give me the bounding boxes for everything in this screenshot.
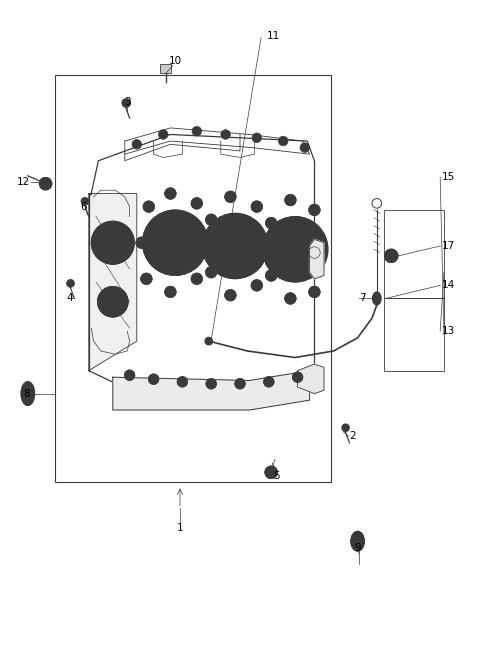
- Text: 9: 9: [354, 543, 361, 553]
- Circle shape: [285, 293, 296, 304]
- Circle shape: [225, 289, 236, 301]
- Circle shape: [165, 286, 176, 298]
- Text: 10: 10: [168, 56, 182, 66]
- Text: 12: 12: [16, 177, 30, 188]
- Text: 4: 4: [66, 293, 73, 304]
- Circle shape: [205, 266, 217, 278]
- Circle shape: [177, 377, 188, 387]
- Circle shape: [225, 191, 236, 203]
- Polygon shape: [298, 364, 324, 394]
- Circle shape: [192, 127, 202, 136]
- Bar: [160, 64, 171, 73]
- Circle shape: [141, 273, 152, 285]
- Circle shape: [309, 204, 320, 216]
- Text: 17: 17: [442, 241, 456, 251]
- Text: 7: 7: [359, 293, 366, 304]
- Circle shape: [292, 372, 303, 382]
- Polygon shape: [113, 371, 310, 410]
- Circle shape: [143, 201, 155, 213]
- Circle shape: [91, 221, 134, 264]
- Text: 6: 6: [81, 201, 87, 212]
- Circle shape: [148, 374, 159, 384]
- Circle shape: [67, 279, 74, 287]
- Circle shape: [158, 130, 168, 139]
- Circle shape: [203, 213, 268, 279]
- Text: 13: 13: [442, 326, 456, 337]
- Circle shape: [136, 237, 147, 249]
- Circle shape: [384, 249, 398, 262]
- Circle shape: [97, 287, 128, 317]
- Ellipse shape: [21, 382, 35, 405]
- Circle shape: [309, 286, 320, 298]
- Circle shape: [191, 197, 203, 209]
- Text: 14: 14: [442, 280, 456, 291]
- Ellipse shape: [372, 292, 381, 305]
- Circle shape: [278, 136, 288, 146]
- Circle shape: [252, 133, 262, 142]
- Text: 5: 5: [273, 470, 279, 481]
- Circle shape: [256, 240, 267, 252]
- Circle shape: [342, 424, 349, 432]
- Circle shape: [206, 379, 216, 389]
- Bar: [384, 298, 444, 371]
- Text: 2: 2: [349, 431, 356, 441]
- Circle shape: [300, 143, 310, 152]
- Circle shape: [205, 337, 213, 345]
- Circle shape: [165, 188, 176, 199]
- Circle shape: [124, 370, 135, 380]
- Circle shape: [251, 279, 263, 291]
- Circle shape: [309, 247, 320, 258]
- Circle shape: [122, 98, 131, 108]
- Bar: [384, 210, 444, 298]
- Text: 8: 8: [23, 388, 30, 399]
- Text: 15: 15: [442, 172, 456, 182]
- Circle shape: [235, 379, 245, 389]
- Circle shape: [191, 273, 203, 285]
- Circle shape: [265, 217, 277, 229]
- Circle shape: [221, 130, 230, 139]
- Ellipse shape: [351, 531, 364, 551]
- Circle shape: [143, 210, 208, 276]
- Circle shape: [263, 216, 328, 282]
- Circle shape: [265, 466, 277, 479]
- Text: 1: 1: [177, 523, 183, 533]
- Circle shape: [205, 214, 217, 226]
- Circle shape: [198, 234, 210, 245]
- Circle shape: [264, 377, 274, 387]
- Polygon shape: [310, 239, 324, 279]
- Circle shape: [39, 177, 52, 190]
- Text: 3: 3: [124, 96, 131, 107]
- Circle shape: [265, 270, 277, 281]
- Circle shape: [132, 140, 142, 149]
- Polygon shape: [89, 194, 137, 371]
- Circle shape: [81, 197, 89, 205]
- Bar: [55, 75, 331, 482]
- Text: 11: 11: [267, 31, 280, 41]
- Circle shape: [251, 201, 263, 213]
- Circle shape: [285, 194, 296, 206]
